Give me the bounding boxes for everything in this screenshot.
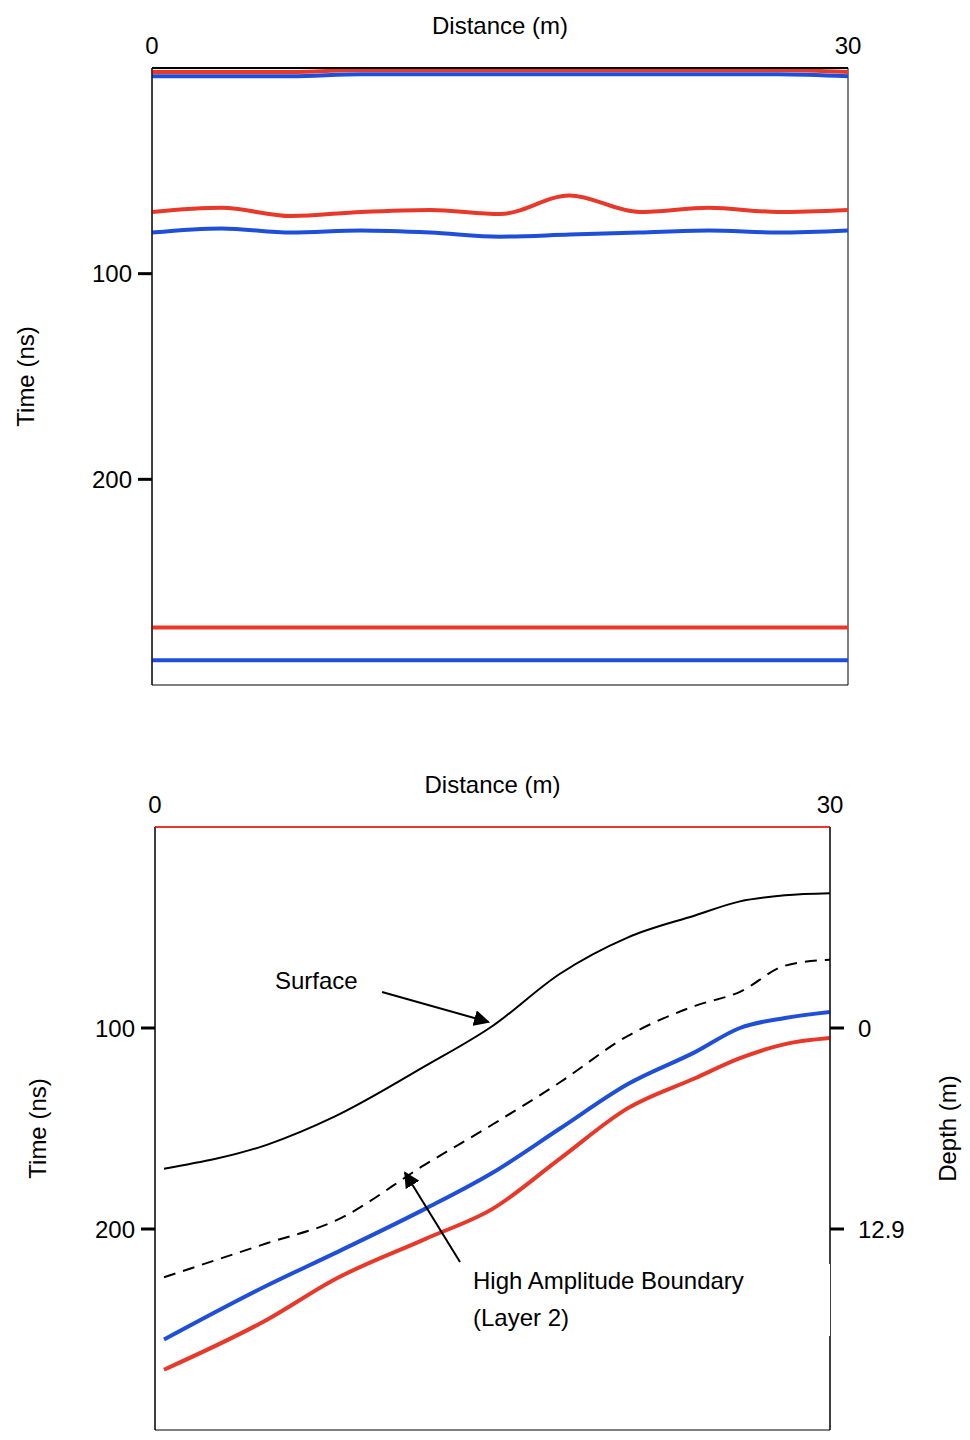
- svg-text:200: 200: [92, 466, 132, 493]
- svg-text:200: 200: [95, 1216, 135, 1243]
- svg-text:Time (ns): Time (ns): [12, 326, 39, 426]
- svg-text:100: 100: [92, 260, 132, 287]
- svg-text:0: 0: [145, 32, 158, 59]
- svg-text:Distance (m): Distance (m): [432, 12, 568, 39]
- svg-text:High Amplitude Boundary: High Amplitude Boundary: [473, 1267, 744, 1294]
- svg-text:Distance (m): Distance (m): [424, 771, 560, 798]
- svg-text:100: 100: [95, 1015, 135, 1042]
- svg-text:0: 0: [148, 791, 161, 818]
- svg-text:(Layer 2): (Layer 2): [473, 1304, 569, 1331]
- svg-text:Time (ns): Time (ns): [24, 1078, 51, 1178]
- svg-text:Depth (m): Depth (m): [934, 1075, 961, 1182]
- svg-text:12.9: 12.9: [858, 1216, 905, 1243]
- svg-text:30: 30: [835, 32, 862, 59]
- svg-text:Surface: Surface: [275, 967, 358, 994]
- svg-text:0: 0: [858, 1015, 871, 1042]
- svg-text:30: 30: [817, 791, 844, 818]
